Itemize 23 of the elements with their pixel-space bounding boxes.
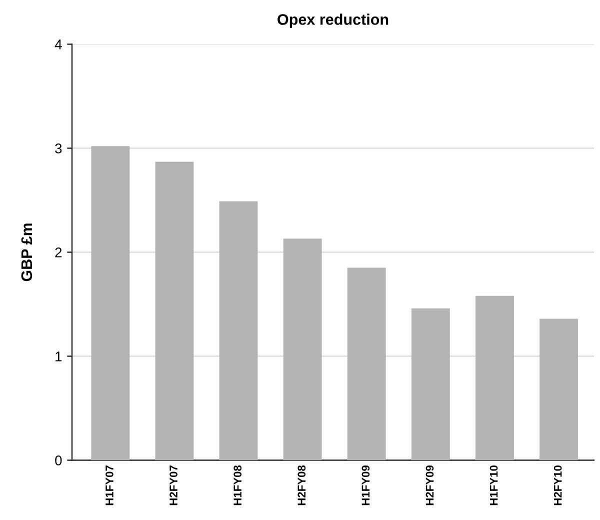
bar [347,268,386,460]
y-tick-label: 2 [55,248,62,258]
y-tick-label: 0 [55,456,62,466]
y-tick-label: 4 [54,40,62,50]
y-tick-label: 1 [56,352,62,362]
x-tick-label: H2FY07 [170,466,178,506]
y-tick-label: 3 [55,144,62,154]
bar [91,146,130,460]
bar [155,162,194,460]
bar [283,238,322,460]
x-tick-label: H1FY10 [490,466,498,506]
bar [540,318,578,460]
bar [476,296,514,460]
x-tick-label: H1FY08 [234,465,242,506]
x-tick-label: H1FY09 [362,465,370,506]
y-axis-title: GBP £m [21,224,32,282]
bar [411,308,450,460]
chart-title: Opex reduction [278,14,388,28]
x-tick-label: H2FY09 [426,465,434,506]
x-tick-label: H2FY08 [298,465,306,506]
x-tick-label: H2FY10 [554,466,562,506]
bar [219,201,258,460]
x-tick-label: H1FY07 [106,466,114,506]
